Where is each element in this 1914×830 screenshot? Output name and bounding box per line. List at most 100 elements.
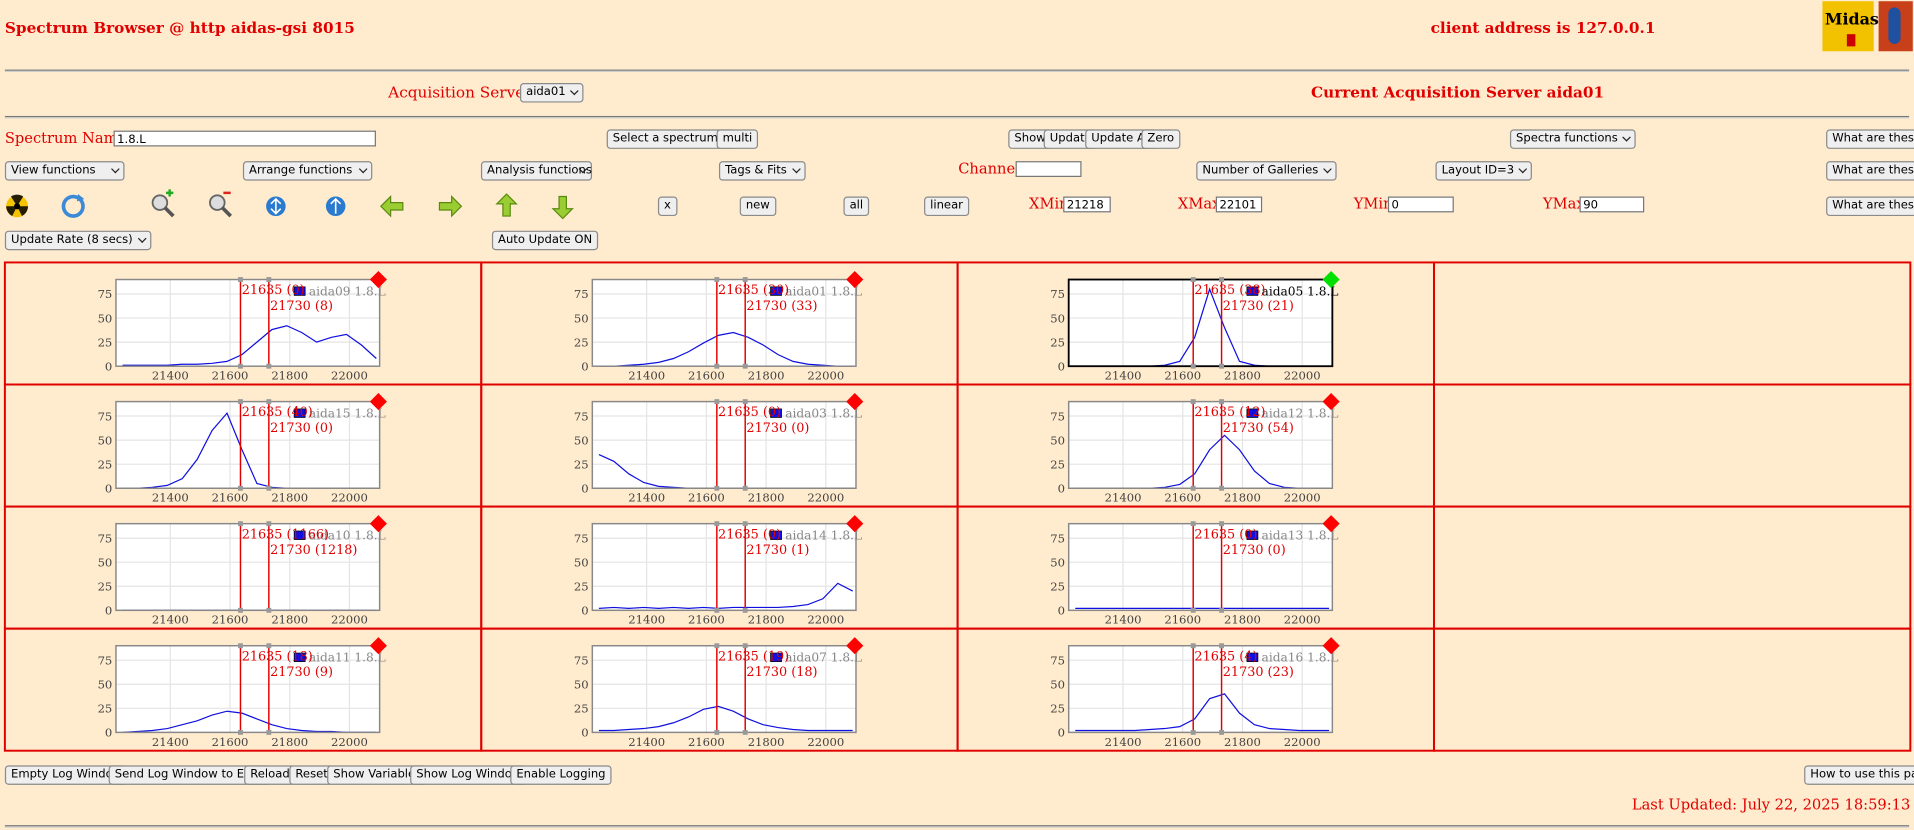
analysis-functions[interactable]: Analysis functions — [480, 161, 593, 181]
plot-frame — [115, 278, 381, 367]
current-server: Current Acquisition Server aida01 — [1310, 83, 1605, 102]
expand-y-icon[interactable] — [325, 196, 346, 217]
x-tick-label: 21600 — [688, 369, 725, 383]
separator — [4, 825, 1910, 828]
footer-button[interactable]: Show Variables — [327, 765, 428, 785]
marker-handle — [1190, 521, 1196, 527]
y-tick-label: 75 — [574, 409, 589, 423]
channel-input[interactable] — [1015, 161, 1082, 177]
help-button[interactable]: What are these? — [1826, 161, 1914, 181]
x-tick-label: 21600 — [212, 369, 249, 383]
marker-handle — [266, 277, 272, 282]
toolbar-icons — [6, 189, 574, 220]
spectrum-line — [122, 411, 377, 489]
y-tick-label: 50 — [98, 678, 113, 692]
help-button[interactable]: What are these? — [1826, 196, 1914, 217]
y-tick-label: 75 — [98, 287, 113, 301]
acq-label: Acquisition Servers — [388, 83, 540, 102]
x-tick-label: 22000 — [807, 491, 844, 505]
x-tick-label: 21400 — [1105, 369, 1142, 383]
x-tick-label: 22000 — [331, 491, 368, 505]
left-arrow[interactable] — [379, 195, 404, 218]
marker-label: 21730 (0) — [270, 421, 333, 436]
arrange-functions[interactable]: Arrange functions — [242, 161, 373, 181]
marker-handle — [742, 607, 748, 613]
help-button[interactable]: What are these? — [1826, 129, 1914, 149]
plot-area — [115, 645, 380, 733]
x-button[interactable]: x — [657, 196, 678, 217]
legend-swatch — [1246, 408, 1259, 418]
xmin-input[interactable]: 21218 — [1063, 196, 1111, 213]
xmax-input[interactable]: 22101 — [1215, 196, 1263, 213]
legend-swatch — [293, 286, 306, 296]
ymax-input[interactable]: 90 — [1579, 196, 1645, 213]
y-tick-label: 0 — [1058, 359, 1065, 373]
marker-handle — [1219, 521, 1225, 527]
legend-swatch — [293, 530, 306, 540]
y-tick-label: 50 — [1050, 555, 1065, 569]
spectrum-line — [122, 325, 377, 366]
y-tick-label: 75 — [1050, 287, 1065, 301]
multi-button[interactable]: multi — [716, 129, 759, 149]
auto-update-button[interactable]: Auto Update ON — [491, 230, 599, 251]
layout-select[interactable]: Layout ID=3 — [1435, 161, 1533, 181]
y-tick-label: 0 — [581, 726, 588, 740]
how-to-button[interactable]: How to use this page — [1804, 765, 1914, 785]
x-tick-label: 21800 — [271, 613, 308, 627]
down-arrow[interactable] — [551, 195, 574, 220]
gallery-cell — [480, 627, 959, 752]
show-button[interactable]: Show — [1008, 129, 1052, 149]
view-functions[interactable]: View functions — [4, 161, 125, 181]
marker-label: 21730 (18) — [746, 665, 817, 680]
footer-button[interactable]: Show Log Window — [410, 765, 528, 785]
marker-handle — [742, 643, 748, 649]
marker-label: 21730 (9) — [270, 665, 333, 680]
marker-handle — [238, 277, 243, 282]
y-tick-label: 25 — [98, 702, 113, 716]
all-button[interactable]: all — [843, 196, 870, 217]
spectrum-line — [598, 705, 853, 732]
radiation-icon[interactable] — [6, 194, 29, 218]
plot-area — [1068, 645, 1333, 733]
x-tick-label: 22000 — [1284, 613, 1321, 627]
footer-button[interactable]: Empty Log Window — [4, 765, 129, 785]
status-diamond — [1322, 637, 1340, 655]
y-tick-label: 50 — [98, 433, 113, 447]
y-tick-label: 50 — [574, 311, 589, 325]
tags-fits[interactable]: Tags & Fits — [718, 161, 806, 181]
footer-button[interactable]: Enable Logging — [510, 765, 612, 785]
legend-name: aida11 1.8.L — [309, 651, 386, 665]
legend-swatch — [293, 408, 306, 418]
up-arrow[interactable] — [495, 193, 518, 217]
right-arrow[interactable] — [438, 195, 463, 218]
x-tick-label: 21800 — [1224, 369, 1261, 383]
footer-button[interactable]: Reload — [244, 765, 296, 785]
update-all-button[interactable]: Update All — [1085, 129, 1158, 149]
marker-label: 21730 (1218) — [270, 543, 357, 558]
zoom-out-icon[interactable] — [209, 191, 232, 218]
expand-x-icon[interactable] — [266, 196, 286, 217]
marker-handle — [1219, 399, 1225, 405]
footer-button[interactable]: Send Log Window to ELog — [108, 765, 271, 785]
linear-button[interactable]: linear — [924, 196, 970, 217]
marker-handle — [742, 521, 748, 527]
new-button[interactable]: new — [739, 196, 776, 217]
select-spectrum[interactable]: Select a spectrum — [606, 129, 737, 149]
zoom-in-icon[interactable] — [151, 189, 175, 218]
zero-button[interactable]: Zero — [1141, 129, 1181, 149]
update-rate[interactable]: Update Rate (8 secs) — [4, 230, 151, 251]
refresh-icon[interactable] — [61, 194, 85, 218]
server-select[interactable]: aida01 — [520, 83, 584, 103]
separator — [4, 115, 1910, 119]
spectra-functions[interactable]: Spectra functions — [1509, 129, 1637, 149]
marker-handle — [714, 485, 720, 491]
ymin-input[interactable]: 0 — [1387, 196, 1454, 213]
x-tick-label: 22000 — [1284, 735, 1321, 749]
spectrum-input[interactable]: 1.8.L — [113, 130, 376, 147]
update-button[interactable]: Update — [1043, 129, 1098, 149]
gallery-cell — [1432, 505, 1912, 630]
x-tick-label: 21600 — [688, 735, 725, 749]
y-tick-label: 25 — [574, 457, 589, 471]
legend-swatch — [770, 286, 782, 296]
galleries-select[interactable]: Number of Galleries — [1196, 161, 1337, 181]
